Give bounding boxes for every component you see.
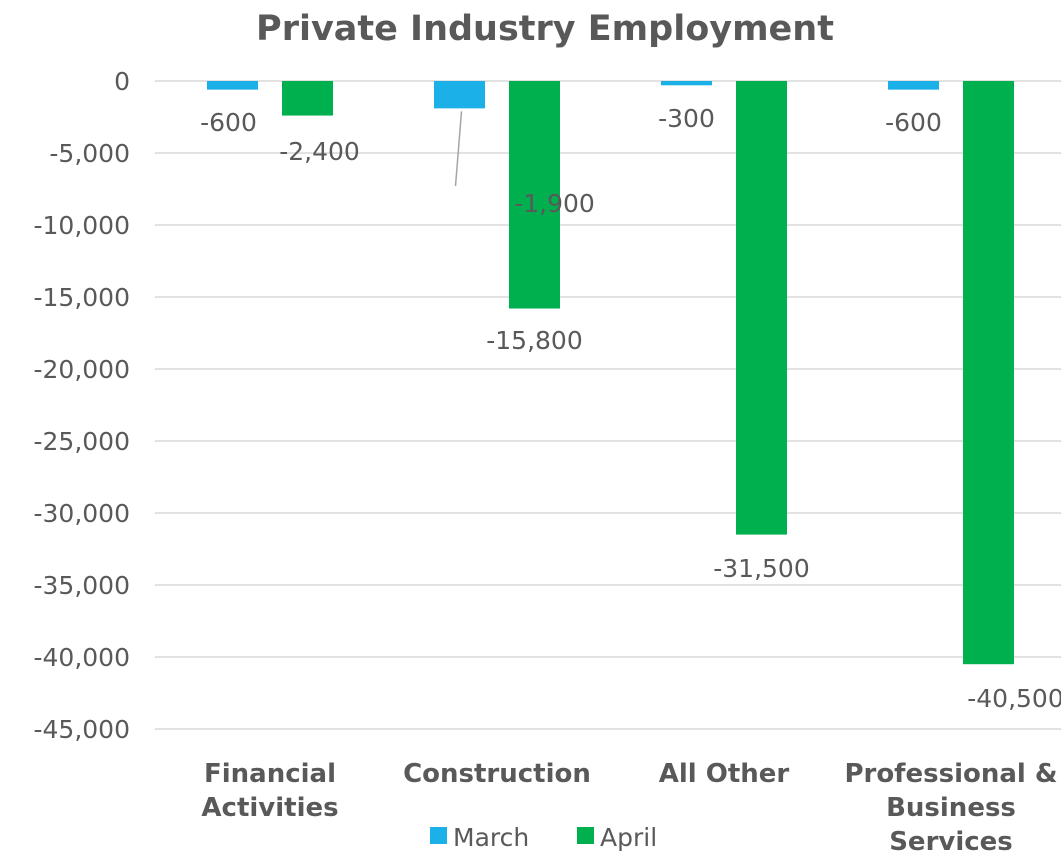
data-label-april-3: -40,500: [967, 684, 1061, 713]
y-tick-label: -25,000: [34, 427, 131, 456]
legend-swatch-april: [577, 827, 594, 844]
y-tick-label: -45,000: [34, 715, 131, 744]
data-label-march-3: -600: [885, 108, 942, 137]
bar-april-0: [282, 81, 333, 116]
category-label: Professional & Business Services: [844, 759, 1057, 857]
bar-march-1: [434, 81, 485, 109]
y-tick-label: -40,000: [34, 643, 131, 672]
category-label-line: Activities: [201, 793, 338, 823]
category-label: All Other: [659, 759, 790, 789]
category-label-line: Business: [886, 793, 1016, 823]
y-tick-label: -10,000: [34, 211, 131, 240]
leader-line: [454, 111, 463, 187]
data-label-march-0: -600: [200, 108, 257, 137]
y-tick-label: -30,000: [34, 499, 131, 528]
data-label-april-0: -2,400: [279, 137, 360, 166]
legend-label-april: April: [600, 823, 657, 852]
y-tick-label: -20,000: [34, 355, 131, 384]
bar-march-3: [888, 81, 939, 90]
bars: [207, 81, 1014, 665]
category-label-line: All Other: [659, 759, 790, 789]
gridlines: [155, 80, 1061, 730]
bar-april-3: [963, 81, 1014, 665]
category-label-line: Services: [889, 827, 1013, 857]
y-tick-label: 0: [114, 67, 130, 96]
legend: March April: [430, 823, 657, 852]
x-axis-category-labels: Financial Activities Construction All Other…: [201, 759, 1057, 857]
category-label-line: Construction: [403, 759, 591, 789]
chart-title: Private Industry Employment: [256, 9, 834, 49]
y-tick-label: -15,000: [34, 283, 131, 312]
category-label: Construction: [403, 759, 591, 789]
category-label: Financial Activities: [201, 759, 338, 823]
bar-april-2: [736, 81, 787, 535]
data-label-march-1: -1,900: [514, 189, 595, 218]
data-label-april-1: -15,800: [486, 326, 583, 355]
y-tick-label: -5,000: [49, 139, 130, 168]
y-axis-tick-labels: 0 -5,000 -10,000 -15,000 -20,000 -25,000 -30,0…: [34, 67, 131, 744]
legend-label-march: March: [453, 823, 529, 852]
data-labels: -600 -1,900 -300 -600 -2,400 -15,800 -31,500 -4…: [200, 104, 1061, 713]
data-label-march-2: -300: [658, 104, 715, 133]
category-label-line: Financial: [204, 759, 336, 789]
bar-march-0: [207, 81, 258, 90]
legend-swatch-march: [430, 827, 447, 844]
bar-april-1: [509, 81, 560, 309]
y-tick-label: -35,000: [34, 571, 131, 600]
bar-march-2: [661, 81, 712, 86]
category-label-line: Professional &: [844, 759, 1057, 789]
data-label-april-2: -31,500: [713, 554, 810, 583]
